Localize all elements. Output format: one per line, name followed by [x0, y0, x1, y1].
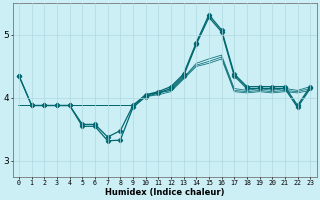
X-axis label: Humidex (Indice chaleur): Humidex (Indice chaleur) [105, 188, 224, 197]
